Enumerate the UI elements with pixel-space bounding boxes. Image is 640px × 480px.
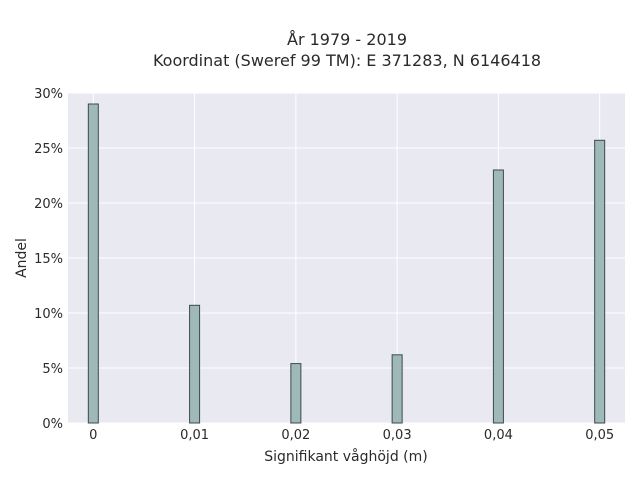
y-tick-label: 5%	[42, 362, 63, 377]
y-tick-label: 20%	[34, 197, 63, 212]
y-tick-label: 10%	[34, 307, 63, 322]
chart-title-line-1: År 1979 - 2019	[287, 30, 407, 49]
x-tick-label: 0,01	[180, 428, 209, 443]
x-tick-label: 0,03	[383, 428, 412, 443]
y-tick-label: 0%	[42, 417, 63, 432]
bar	[189, 304, 201, 424]
bar	[87, 103, 99, 424]
y-axis-label: Andel	[14, 238, 30, 278]
x-axis-label: Signifikant våghöjd (m)	[264, 448, 427, 465]
bars-layer	[87, 103, 606, 424]
chart-title-line-2: Koordinat (Sweref 99 TM): E 371283, N 61…	[153, 51, 541, 70]
x-tick-label: 0,02	[281, 428, 310, 443]
x-tick-label: 0,05	[585, 428, 614, 443]
y-axis-ticks: 0% 5% 10% 15% 20% 25% 30%	[34, 87, 63, 432]
bar	[290, 363, 302, 424]
y-tick-label: 15%	[34, 252, 63, 267]
y-tick-label: 25%	[34, 142, 63, 157]
y-tick-label: 30%	[34, 87, 63, 102]
bar	[492, 169, 504, 424]
x-tick-label: 0,04	[484, 428, 513, 443]
x-tick-label: 0	[89, 428, 97, 443]
bar	[594, 139, 606, 424]
x-axis-ticks: 0 0,01 0,02 0,03 0,04 0,05	[89, 428, 614, 443]
bar	[391, 354, 403, 424]
